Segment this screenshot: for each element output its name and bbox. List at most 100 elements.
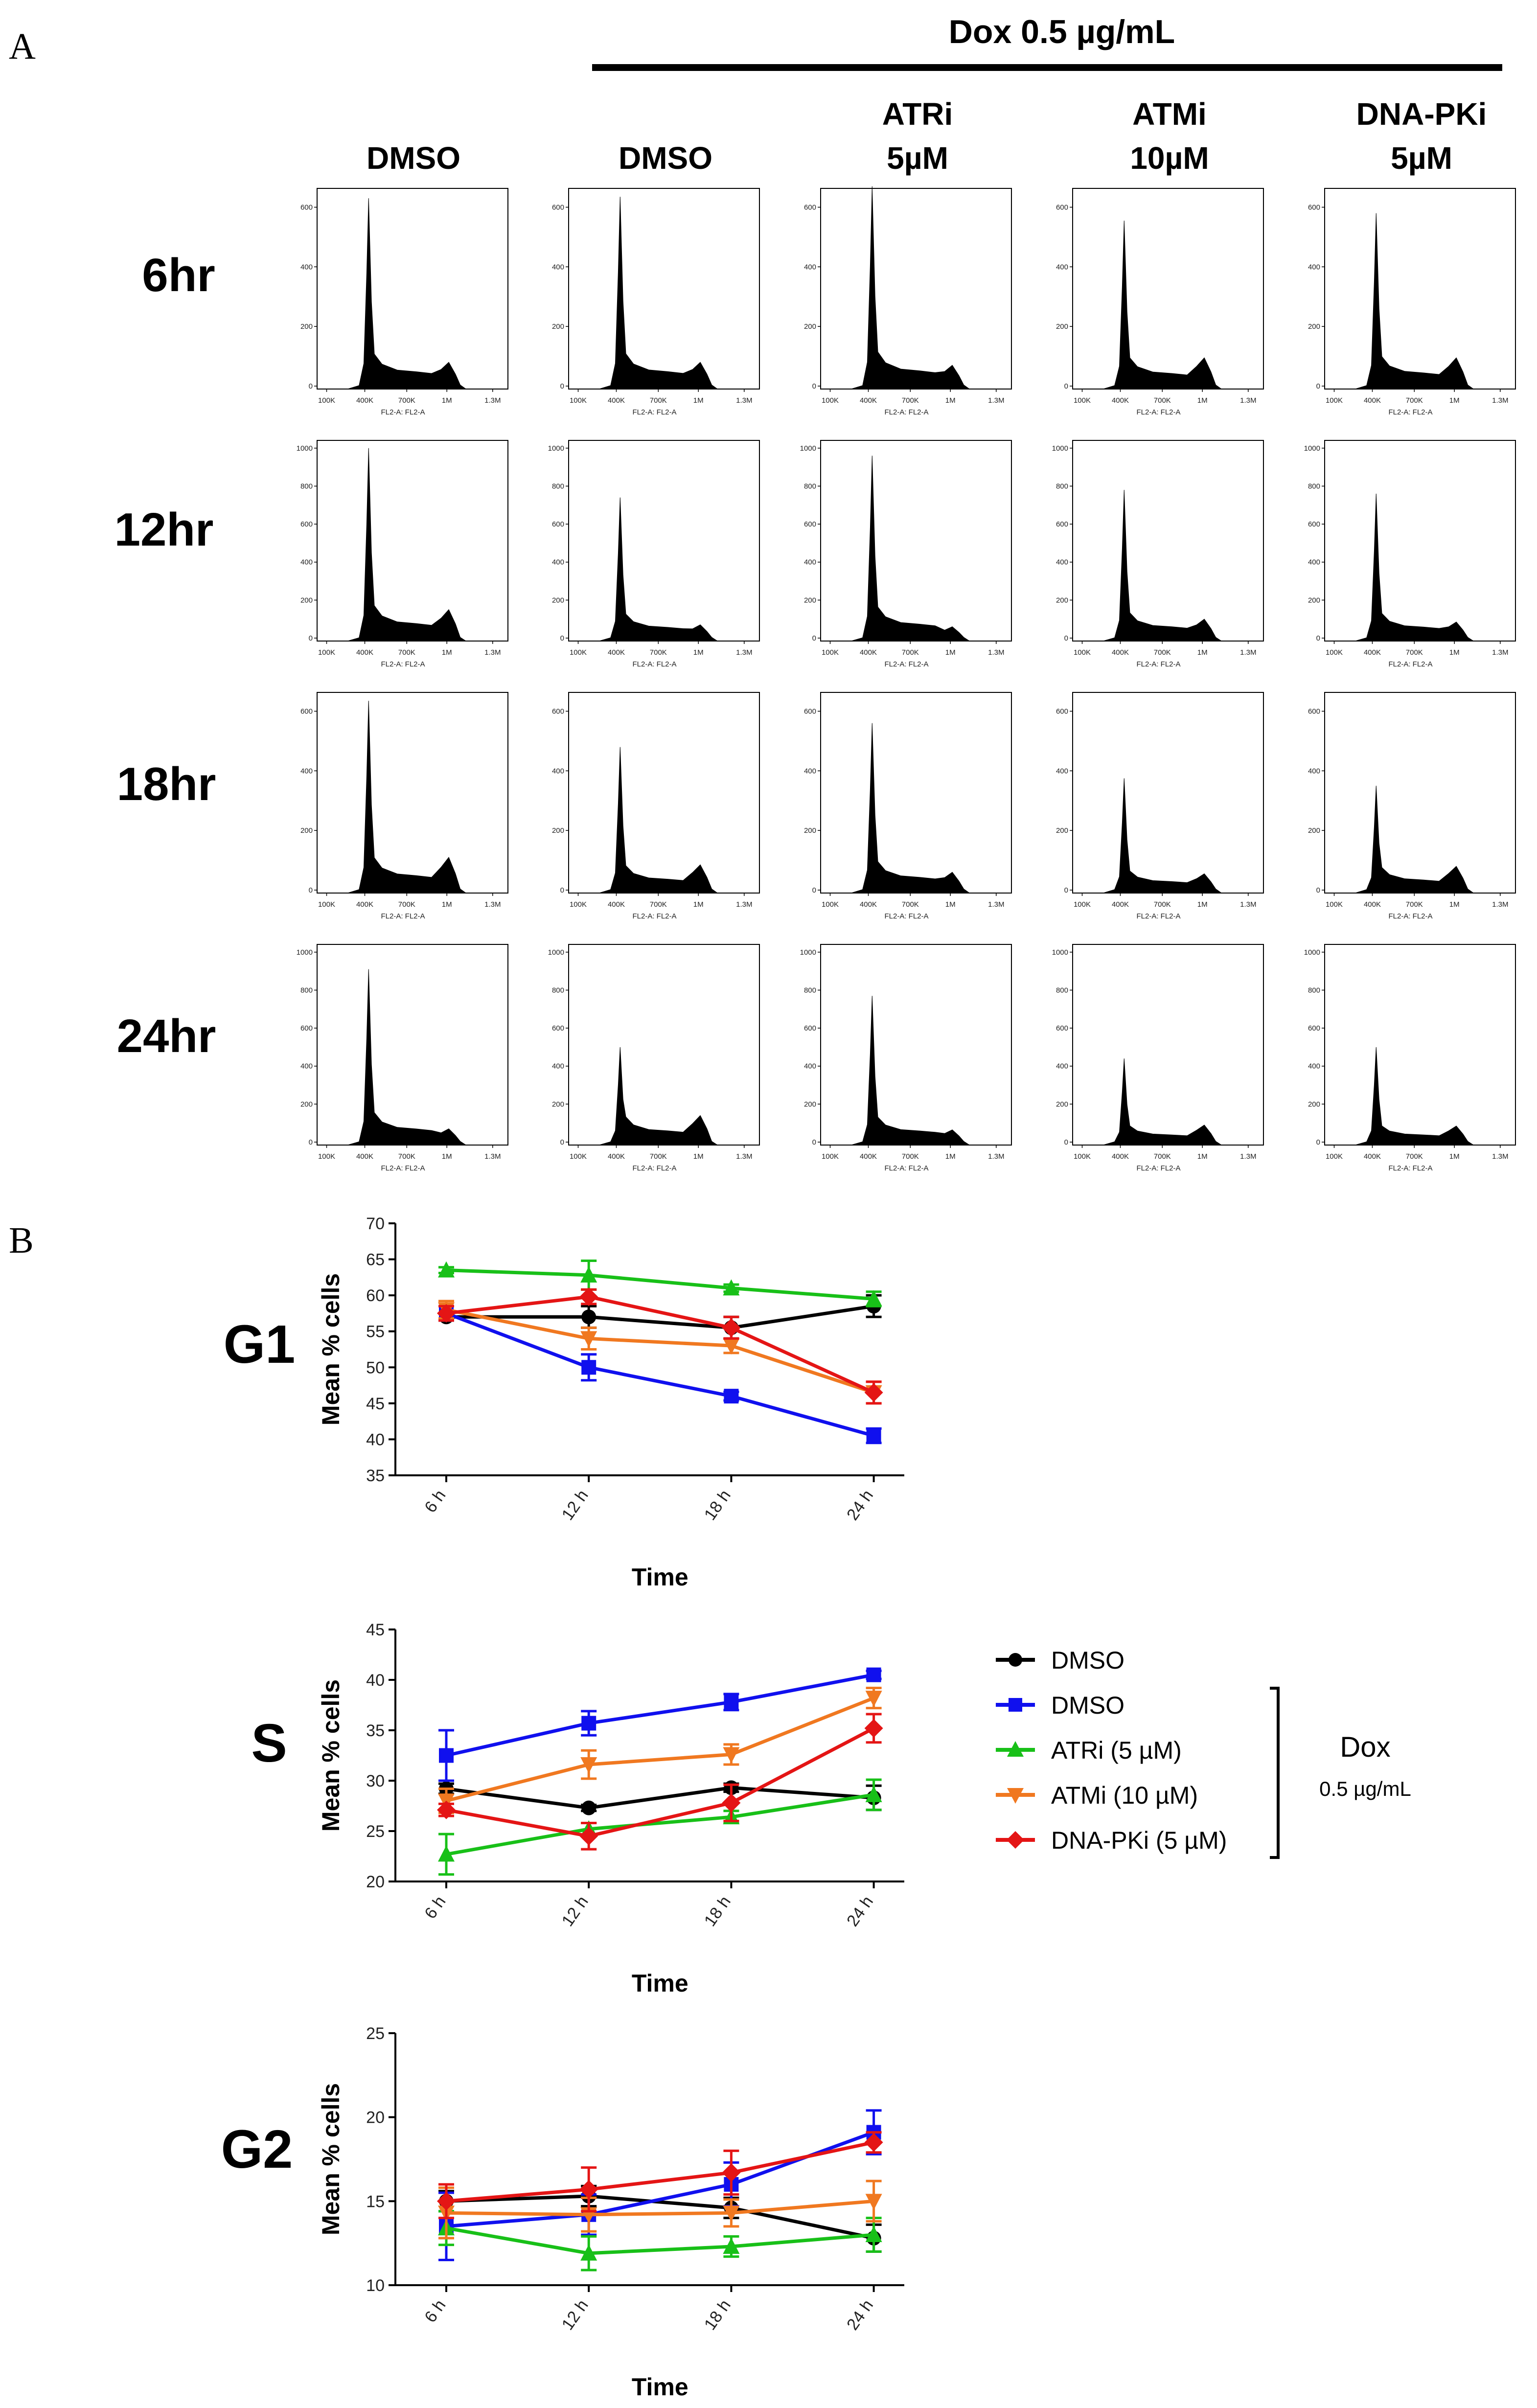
histogram-y-tick-label: 600 <box>1056 1024 1068 1032</box>
histogram-y-tick-label: 200 <box>1308 322 1320 331</box>
histogram-x-tick-label: 700K <box>1154 1152 1171 1161</box>
data-point <box>864 2133 883 2152</box>
histogram-y-tick-label: 400 <box>1308 558 1320 567</box>
histogram-x-tick-label: 700K <box>1154 648 1171 657</box>
series <box>437 1287 883 1405</box>
histogram-panel: 0 200 400 600 800 1000 100K 400K 700K 1M 1.3M FL2-A… <box>800 944 1012 1172</box>
histogram-y-tick-label: 800 <box>300 482 313 490</box>
data-point <box>438 1845 455 1862</box>
panel-label-a: A <box>9 26 36 67</box>
condition-header-3: ATRi <box>882 96 953 132</box>
histogram-panel: 0 200 400 600 800 1000 100K 400K 700K 1M 1.3M FL2-A… <box>297 440 508 668</box>
histogram-x-tick-label: 1M <box>945 900 956 909</box>
series-line <box>446 1268 874 1301</box>
data-point <box>580 1757 597 1774</box>
histogram-x-tick-label: 400K <box>356 396 373 405</box>
histogram-y-tick-label: 400 <box>804 558 816 567</box>
series <box>437 2131 883 2220</box>
histogram-x-tick-label: 400K <box>1112 648 1129 657</box>
data-point <box>581 1309 596 1325</box>
legend-marker-square <box>1009 1698 1022 1712</box>
histogram-panel: 0 200 400 600 100K 400K 700K 1M 1.3M FL2-A: FL2-A <box>300 188 508 416</box>
series-line <box>446 2226 874 2255</box>
y-tick-label: 10 <box>366 2276 385 2295</box>
histogram-x-tick-label: 1M <box>442 900 452 909</box>
histogram-x-tick-label: 700K <box>902 396 919 405</box>
histogram-profile <box>599 497 718 642</box>
histogram-panel: 0 200 400 600 100K 400K 700K 1M 1.3M FL2-A: FL2-A <box>1056 188 1264 416</box>
data-point <box>580 1266 597 1283</box>
histogram-y-tick-label: 400 <box>552 767 564 775</box>
histogram-x-tick-label: 1.3M <box>988 396 1004 405</box>
histogram-y-tick-label: 200 <box>1308 1100 1320 1108</box>
histogram-x-label: FL2-A: FL2-A <box>884 1164 928 1172</box>
series-line <box>446 2140 874 2203</box>
data-point <box>865 2194 882 2210</box>
histogram-x-tick-label: 1M <box>693 1152 704 1161</box>
histogram-y-tick-label: 400 <box>1056 263 1068 271</box>
histogram-x-tick-label: 400K <box>356 900 373 909</box>
histogram-x-tick-label: 400K <box>1112 1152 1129 1161</box>
data-point <box>724 1695 739 1710</box>
histogram-x-tick-label: 700K <box>650 1152 667 1161</box>
data-point <box>581 1800 596 1815</box>
data-point <box>722 1793 741 1812</box>
series-line <box>446 2199 874 2217</box>
histogram-y-tick-label: 1000 <box>1052 444 1068 453</box>
histogram-y-tick-label: 800 <box>804 986 816 994</box>
legend-marker-diamond <box>1007 1831 1024 1849</box>
histogram-x-tick-label: 100K <box>1074 648 1091 657</box>
histogram-y-tick-label: 600 <box>552 707 564 715</box>
histogram-x-tick-label: 1.3M <box>736 396 752 405</box>
histogram-x-tick-label: 400K <box>608 1152 625 1161</box>
data-point <box>579 2180 598 2199</box>
data-point <box>723 1338 740 1355</box>
histogram-profile <box>1103 778 1222 894</box>
histogram-y-tick-label: 200 <box>552 596 564 604</box>
histogram-panel: 0 200 400 600 800 1000 100K 400K 700K 1M 1.3M FL2-A… <box>1304 440 1516 668</box>
histogram-x-tick-label: 700K <box>650 900 667 909</box>
legend-marker-triangle-up <box>1007 1741 1024 1757</box>
histogram-x-tick-label: 100K <box>318 1152 335 1161</box>
histogram-y-tick-label: 800 <box>804 482 816 490</box>
histogram-y-tick-label: 600 <box>1308 1024 1320 1032</box>
data-point <box>865 2226 882 2242</box>
histogram-x-tick-label: 100K <box>822 648 839 657</box>
histogram-x-tick-label: 400K <box>860 900 877 909</box>
histogram-y-tick-label: 400 <box>552 558 564 567</box>
histogram-y-tick-label: 1000 <box>1304 444 1320 453</box>
histogram-x-tick-label: 700K <box>1406 900 1423 909</box>
histogram-profile <box>851 186 970 390</box>
data-point <box>581 1716 596 1731</box>
histogram-x-tick-label: 100K <box>1326 396 1343 405</box>
histogram-x-tick-label: 700K <box>1154 396 1171 405</box>
histogram-x-label: FL2-A: FL2-A <box>1388 912 1432 920</box>
histogram-y-tick-label: 0 <box>560 382 564 390</box>
histogram-x-tick-label: 400K <box>1364 396 1381 405</box>
phase-label-s: S <box>251 1713 287 1773</box>
histogram-y-tick-label: 800 <box>552 482 564 490</box>
histogram-y-tick-label: 400 <box>804 1062 816 1071</box>
timepoint-label-12hr: 12hr <box>115 504 214 556</box>
y-axis-title: Mean % cells <box>317 1273 344 1425</box>
histogram-x-label: FL2-A: FL2-A <box>1136 912 1180 920</box>
histogram-x-tick-label: 1M <box>1197 396 1208 405</box>
histogram-x-tick-label: 100K <box>570 900 587 909</box>
histogram-x-label: FL2-A: FL2-A <box>884 912 928 920</box>
x-axis-title: Time <box>632 1970 688 1997</box>
histogram-profile <box>1355 213 1474 390</box>
x-axis-title: Time <box>632 1563 688 1591</box>
histogram-profile <box>851 723 970 894</box>
histogram-x-tick-label: 100K <box>1326 900 1343 909</box>
legend-item-dnapki: DNA-PKi (5 µM) <box>996 1827 1227 1854</box>
data-point <box>438 1261 455 1278</box>
histogram-y-tick-label: 200 <box>1056 596 1068 604</box>
histogram-profile <box>1103 490 1222 642</box>
histogram-y-tick-label: 1000 <box>297 444 313 453</box>
histogram-x-label: FL2-A: FL2-A <box>1388 408 1432 416</box>
series <box>438 2179 882 2240</box>
histogram-y-tick-label: 600 <box>300 1024 313 1032</box>
series-line <box>446 1304 874 1330</box>
histogram-x-tick-label: 1.3M <box>988 900 1004 909</box>
histogram-x-tick-label: 100K <box>318 900 335 909</box>
